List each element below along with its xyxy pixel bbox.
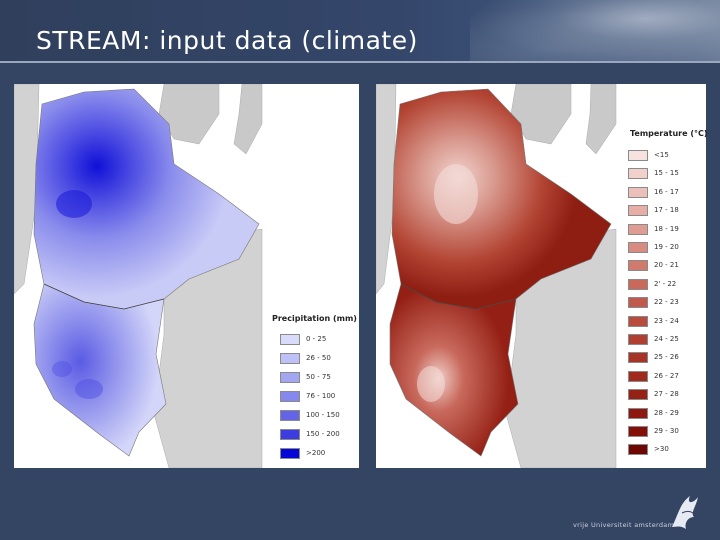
legend-swatch xyxy=(628,242,648,253)
legend-label: 50 - 75 xyxy=(306,373,331,381)
legend-swatch xyxy=(280,334,300,345)
high-rainfall-zone xyxy=(56,190,92,218)
border-line xyxy=(43,283,165,310)
legend-label: 29 - 30 xyxy=(654,427,679,435)
legend-label: 23 - 24 xyxy=(654,316,679,325)
neighbour-land xyxy=(505,228,617,468)
legend-label: 20 - 21 xyxy=(654,261,679,270)
cool-highland-zone xyxy=(434,164,478,224)
precipitation-map-panel: Precipitation (mm) 0 - 25 26 - 50 50 - 75 7… xyxy=(14,84,359,468)
border-line xyxy=(400,283,517,310)
ethiopia-region xyxy=(33,88,260,310)
legend-label: 22 - 23 xyxy=(654,298,679,307)
legend-label: 18 - 19 xyxy=(654,224,679,233)
high-rainfall-zone xyxy=(75,379,103,399)
neighbour-land xyxy=(585,84,617,155)
legend-label: 28 - 29 xyxy=(654,408,679,417)
legend-label: 19 - 20 xyxy=(654,243,679,251)
neighbour-land xyxy=(376,84,397,295)
header-satellite-image xyxy=(470,0,720,62)
precipitation-map xyxy=(14,84,263,468)
legend-swatch xyxy=(628,370,648,382)
legend-swatch xyxy=(628,260,648,272)
legend-swatch xyxy=(628,278,648,290)
legend-swatch xyxy=(628,168,648,180)
legend-label: 24 - 25 xyxy=(654,335,679,343)
legend-swatch xyxy=(628,186,648,198)
legend-swatch xyxy=(280,410,300,421)
temperature-map xyxy=(376,84,617,468)
legend-swatch xyxy=(280,353,300,364)
legend-label: 16 - 17 xyxy=(654,187,679,196)
temperature-map-panel: Temperature (°C) <15 15 - 15 16 - 17 17 - 1… xyxy=(376,84,708,468)
neighbour-land xyxy=(153,228,263,468)
temperature-legend-title: Temperature (°C) xyxy=(630,129,708,138)
university-name: vrije Universiteit amsterdam xyxy=(573,521,675,529)
ethiopia-region xyxy=(391,88,612,310)
legend-swatch xyxy=(628,389,648,401)
legend-label: 76 - 100 xyxy=(306,392,336,400)
legend-swatch xyxy=(628,444,648,456)
precipitation-legend-title: Precipitation (mm) xyxy=(272,314,357,323)
legend-swatch xyxy=(628,223,648,235)
cool-highland-zone xyxy=(417,366,445,402)
title-divider xyxy=(0,61,720,63)
title-bar xyxy=(0,0,720,62)
legend-swatch xyxy=(280,372,300,383)
legend-label: 26 - 50 xyxy=(306,354,331,362)
legend-label: 0 - 25 xyxy=(306,335,327,343)
legend-label: 150 - 200 xyxy=(306,430,340,438)
legend-swatch xyxy=(628,297,648,309)
legend-swatch xyxy=(280,391,300,402)
legend-label: 2' - 22 xyxy=(654,279,677,288)
legend-label: >200 xyxy=(306,449,326,457)
legend-swatch xyxy=(628,150,648,161)
legend-label: 17 - 18 xyxy=(654,206,679,215)
kenya-region xyxy=(389,283,519,457)
legend-swatch xyxy=(628,426,648,437)
high-rainfall-zone xyxy=(52,361,72,377)
legend-swatch xyxy=(628,315,648,327)
legend-label: 26 - 27 xyxy=(654,371,679,380)
legend-label: 25 - 26 xyxy=(654,353,679,362)
legend-swatch xyxy=(628,205,648,217)
legend-swatch xyxy=(280,448,300,459)
legend-swatch xyxy=(628,352,648,364)
legend-swatch xyxy=(280,429,300,440)
legend-swatch xyxy=(628,407,648,419)
legend-label: <15 xyxy=(654,151,669,159)
legend-label: 100 - 150 xyxy=(306,411,340,419)
griffin-logo-icon xyxy=(672,496,698,529)
neighbour-land xyxy=(14,84,40,295)
neighbour-land xyxy=(233,84,263,155)
legend-label: >30 xyxy=(654,445,669,454)
legend-label: 15 - 15 xyxy=(654,169,679,178)
slide-title: STREAM: input data (climate) xyxy=(36,26,418,55)
legend-label: 27 - 28 xyxy=(654,390,679,399)
legend-swatch xyxy=(628,334,648,345)
